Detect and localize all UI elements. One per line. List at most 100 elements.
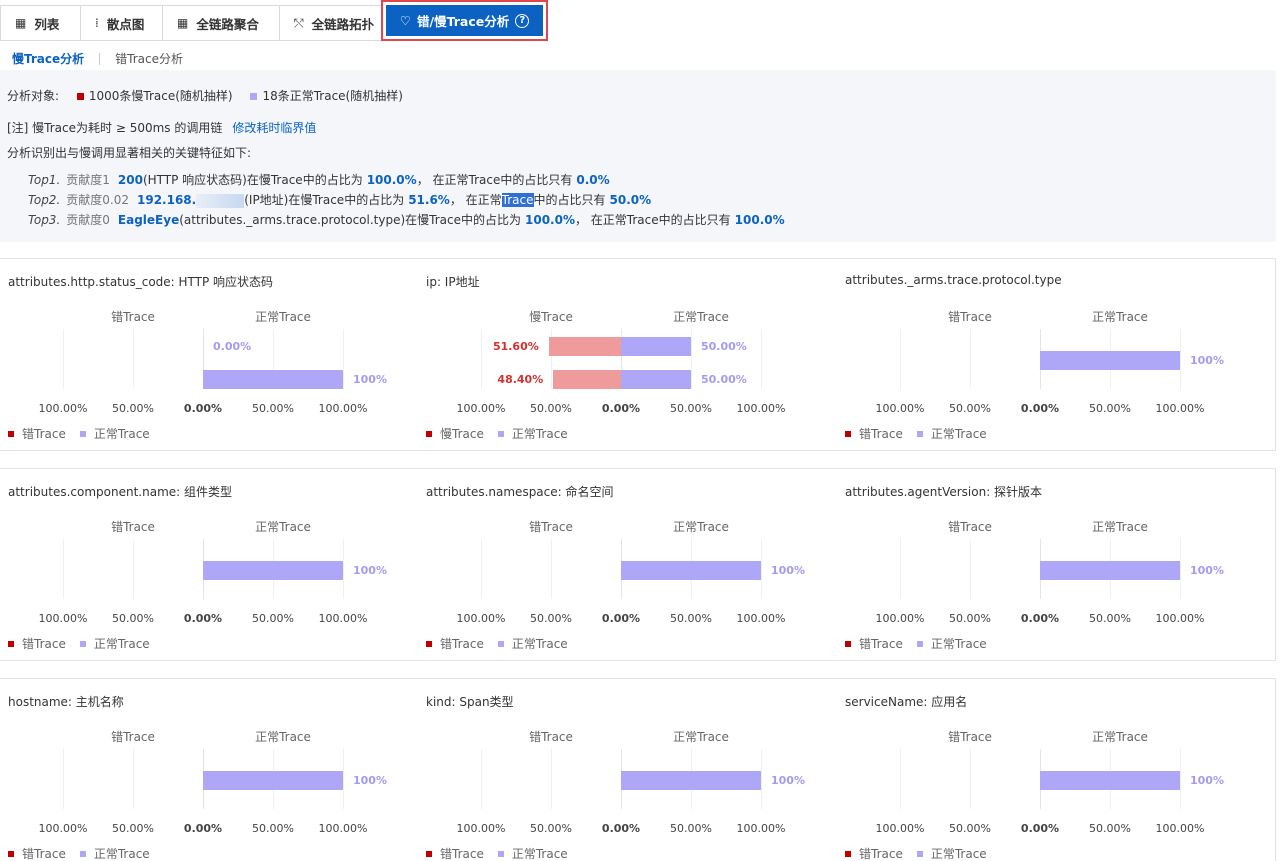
axis-tick-label: 50.00% — [1089, 612, 1131, 625]
normal-trace-bar[interactable] — [1040, 771, 1180, 790]
legend-marker — [426, 640, 432, 647]
normal-trace-bar[interactable] — [203, 370, 343, 389]
tab-error-slow-highlight: ♡ 错/慢Trace分析 ? — [381, 0, 548, 41]
gridline — [900, 539, 901, 599]
legend-item-slow[interactable]: 错Trace — [426, 845, 484, 861]
normal-percent: 100.0% — [734, 213, 785, 227]
chart-section-1: attributes.http.status_code: HTTP 响应状态码错… — [0, 258, 1276, 451]
view-tabs: ▦ 列表 ⁞ 散点图 ▦ 全链路聚合 ⤲ 全链路拓扑 — [0, 5, 383, 41]
slow-trace-bar[interactable] — [548, 337, 621, 356]
normal-trace-value: 100% — [353, 373, 387, 386]
legend-marker — [79, 640, 86, 647]
legend-label: 正常Trace — [930, 637, 987, 651]
gridline — [273, 329, 274, 389]
gridline — [970, 539, 971, 599]
slow-percent: 100.0% — [525, 213, 575, 227]
legend-item-normal[interactable]: 正常Trace — [79, 635, 150, 652]
normal-trace-bar[interactable] — [203, 771, 343, 790]
axis-tick-label: 50.00% — [252, 822, 294, 835]
legend-label: 正常Trace — [511, 847, 568, 861]
gridline — [761, 539, 762, 599]
topology-icon: ⤲ — [294, 15, 304, 30]
legend-item-normal[interactable]: 正常Trace — [497, 425, 568, 442]
chart-cell: hostname: 主机名称 错Trace 正常Trace 100% 100.00% 50… — [0, 679, 418, 861]
axis-tick-label: 50.00% — [252, 612, 294, 625]
slow-trace-bar[interactable] — [553, 370, 621, 389]
chart-cell: attributes._arms.trace.protocol.type 错Tra… — [837, 259, 1255, 450]
slow-legend-marker — [76, 92, 84, 100]
normal-trace-value: 100% — [771, 774, 805, 787]
legend-marker — [426, 850, 432, 857]
right-column-header: 正常Trace — [673, 730, 729, 744]
gridline — [621, 329, 622, 389]
axis-tick-label: 100.00% — [456, 612, 506, 625]
contribution: 贡献度0 — [66, 213, 110, 227]
axis-tick-label: 50.00% — [670, 822, 712, 835]
chart-cell: attributes.http.status_code: HTTP 响应状态码错… — [0, 259, 418, 450]
normal-trace-bar[interactable] — [621, 337, 691, 356]
tab-topology[interactable]: ⤲ 全链路拓扑 — [279, 5, 383, 41]
legend-item-normal[interactable]: 正常Trace — [497, 635, 568, 652]
table-icon: ▦ — [177, 16, 189, 30]
legend-item-normal[interactable]: 正常Trace — [497, 845, 568, 861]
feature-desc: (HTTP 响应状态码)在慢Trace中的占比为 — [142, 173, 363, 187]
normal-percent: 50.0% — [609, 193, 652, 207]
gridline — [63, 539, 64, 599]
gridline — [481, 539, 482, 599]
normal-trace-bar[interactable] — [1040, 351, 1180, 370]
legend-item-slow[interactable]: 错Trace — [426, 635, 484, 652]
gridline — [551, 749, 552, 809]
legend-item-normal[interactable]: 正常Trace — [916, 845, 987, 861]
slow-percent: 100.0% — [366, 173, 417, 187]
slow-percent: 51.6% — [408, 193, 450, 207]
legend-item-slow[interactable]: 错Trace — [845, 425, 903, 442]
legend-item-slow[interactable]: 错Trace — [845, 845, 903, 861]
right-column-header: 正常Trace — [255, 310, 311, 324]
normal-trace-value: 100% — [1190, 774, 1224, 787]
top-feature-2: Top2. 贡献度0.02 192.168. (IP地址)在慢Trace中的占比为 51… — [28, 191, 651, 208]
normal-trace-bar[interactable] — [621, 370, 691, 389]
normal-legend-marker — [250, 92, 258, 100]
normal-trace-bar[interactable] — [203, 561, 343, 580]
axis-tick-label: 100.00% — [736, 612, 786, 625]
legend-item-slow[interactable]: 慢Trace — [426, 425, 484, 442]
normal-trace-bar[interactable] — [621, 771, 761, 790]
tab-scatter[interactable]: ⁞ 散点图 — [80, 5, 162, 41]
legend-item-slow[interactable]: 错Trace — [8, 425, 66, 442]
chart-legend: 错Trace 正常Trace — [845, 425, 1001, 442]
subtab-divider — [99, 52, 101, 65]
gridline — [133, 329, 134, 389]
legend-item-normal[interactable]: 正常Trace — [79, 845, 150, 861]
legend-item-normal[interactable]: 正常Trace — [916, 635, 987, 652]
axis-tick-label: 100.00% — [875, 402, 925, 415]
normal-trace-value: 50.00% — [701, 340, 747, 353]
subtab-slow-trace[interactable]: 慢Trace分析 — [12, 52, 85, 66]
help-icon[interactable]: ? — [515, 13, 530, 28]
axis-tick-label: 100.00% — [1155, 612, 1205, 625]
normal-trace-bar[interactable] — [621, 561, 761, 580]
axis-tick-label: 100.00% — [318, 822, 368, 835]
legend-item-slow[interactable]: 错Trace — [8, 845, 66, 861]
left-column-header: 错Trace — [111, 520, 155, 534]
right-column-header: 正常Trace — [1092, 310, 1148, 324]
legend-item-normal[interactable]: 正常Trace — [916, 425, 987, 442]
tab-error-slow-analysis[interactable]: ♡ 错/慢Trace分析 ? — [386, 5, 543, 36]
tab-aggregation[interactable]: ▦ 全链路聚合 — [162, 5, 279, 41]
legend-marker — [8, 640, 14, 647]
legend-item-slow[interactable]: 错Trace — [8, 635, 66, 652]
legend-item-normal[interactable]: 正常Trace — [79, 425, 150, 442]
tab-list[interactable]: ▦ 列表 — [0, 5, 80, 41]
chart-title: attributes.namespace: 命名空间 — [426, 485, 614, 499]
intro-text: 分析识别出与慢调用显著相关的关键特征如下: — [7, 146, 252, 160]
modify-threshold-link[interactable]: 修改耗时临界值 — [232, 121, 317, 135]
axis-tick-label: 0.00% — [601, 612, 641, 625]
legend-item-slow[interactable]: 错Trace — [845, 635, 903, 652]
chart-title: attributes._arms.trace.protocol.type — [845, 273, 1062, 287]
normal-trace-bar[interactable] — [1040, 561, 1180, 580]
legend-label: 正常Trace — [930, 427, 987, 441]
tab-label: 全链路拓扑 — [311, 16, 375, 32]
feature-desc: (attributes._arms.trace.protocol.type)在慢… — [179, 213, 521, 227]
axis-tick-label: 50.00% — [949, 612, 991, 625]
axis-tick-label: 100.00% — [38, 822, 88, 835]
subtab-error-trace[interactable]: 错Trace分析 — [115, 52, 183, 66]
